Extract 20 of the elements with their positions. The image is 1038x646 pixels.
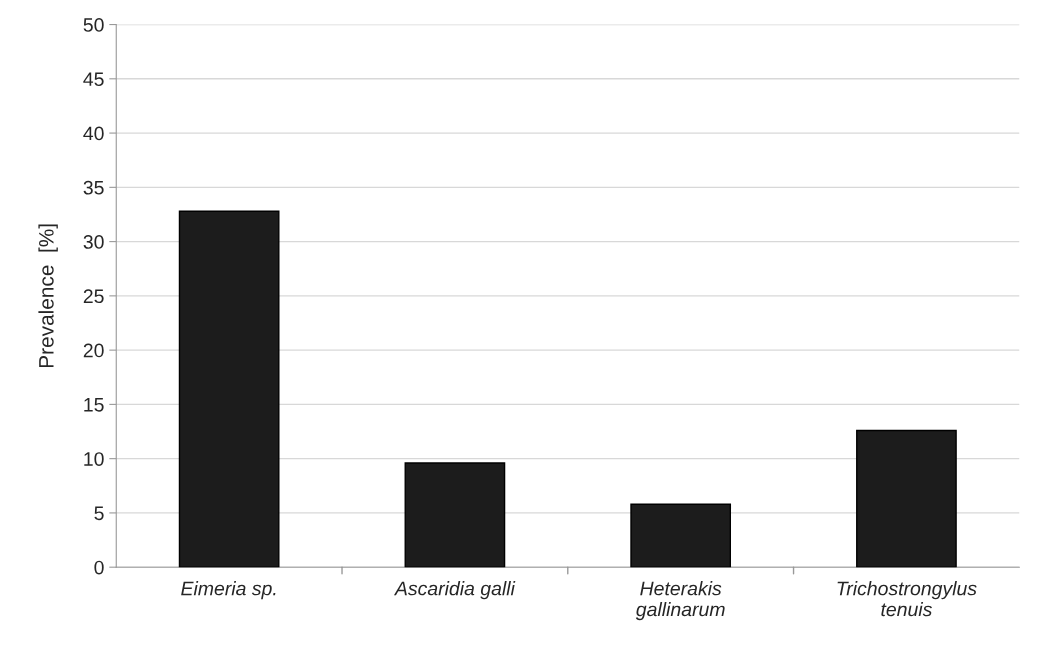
x-tick-label: Trichostrongylus tenuis	[837, 581, 977, 617]
y-tick-label: 35	[83, 180, 104, 195]
bar	[630, 503, 732, 568]
y-tick-label: 40	[83, 126, 104, 141]
y-tick-label: 15	[84, 398, 104, 412]
y-tick-label: 45	[83, 72, 104, 87]
y-tick-label: 50	[83, 18, 104, 32]
y-tick-label: 10	[84, 452, 104, 466]
y-tick-label: 5	[94, 506, 104, 521]
y-tick-label: 30	[83, 235, 104, 249]
y-tick-label: 25	[83, 289, 104, 304]
bar	[178, 210, 280, 568]
bar	[404, 462, 506, 568]
x-tick-label: Eimeria sp.	[181, 581, 276, 600]
x-tick-label: Heterakis gallinarum	[635, 581, 725, 621]
x-tick-label: Ascaridia galli	[393, 581, 516, 600]
y-tick-label: 0	[94, 560, 104, 575]
bar	[856, 429, 957, 568]
y-axis-title: Prevalence [%]	[38, 224, 58, 368]
y-tick-label: 20	[83, 343, 104, 358]
